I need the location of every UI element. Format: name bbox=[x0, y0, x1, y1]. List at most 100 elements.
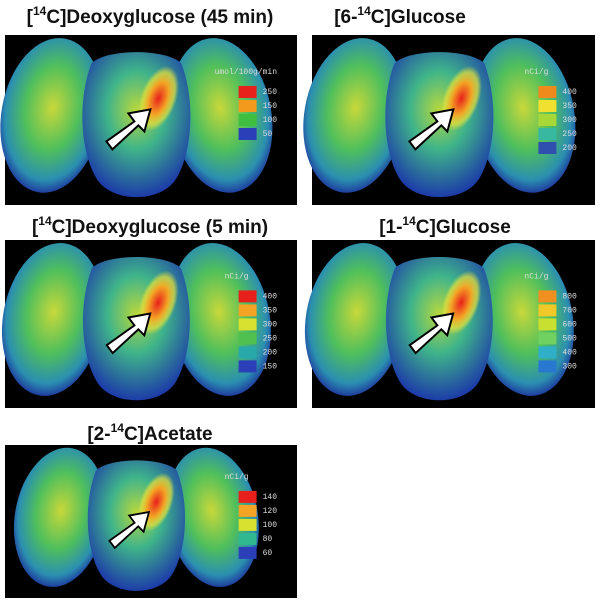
arrow bbox=[407, 108, 455, 151]
title-rest: C]Acetate bbox=[124, 424, 213, 445]
panel-title: [1-14C]Glucose bbox=[379, 214, 511, 238]
title-isotope: 14 bbox=[33, 4, 47, 18]
scale-swatch bbox=[538, 360, 557, 373]
left-lobe bbox=[303, 38, 406, 193]
title-isotope: 14 bbox=[357, 4, 371, 18]
right-lobe bbox=[166, 447, 259, 587]
scale-swatch bbox=[538, 142, 557, 154]
scale-swatch bbox=[238, 318, 257, 331]
panel-title: [14C]Deoxyglucose (45 min) bbox=[27, 4, 274, 28]
scale-label: 250 bbox=[562, 130, 577, 139]
left-lobe bbox=[1, 243, 103, 396]
panel: [6-14C]Glucose nCi/g 400 350 300 250 200 bbox=[303, 4, 595, 205]
scale-unit: nCi/g bbox=[225, 272, 249, 281]
scale-swatch bbox=[238, 346, 257, 359]
scale-swatch bbox=[538, 128, 557, 140]
scale-label: 250 bbox=[263, 88, 278, 97]
scale-label: 150 bbox=[263, 102, 278, 111]
scale-swatch bbox=[238, 114, 257, 126]
scale-label: 300 bbox=[562, 363, 577, 372]
scale-swatch bbox=[538, 346, 557, 359]
scale-label: 150 bbox=[263, 363, 278, 372]
scale-label: 700 bbox=[562, 307, 577, 316]
title-prefix: [2- bbox=[87, 424, 110, 445]
scale-label: 400 bbox=[562, 349, 577, 358]
arrow bbox=[408, 312, 455, 355]
title-prefix: [1- bbox=[379, 217, 402, 238]
scale-swatch bbox=[238, 86, 257, 98]
scale-unit: nCi/g bbox=[524, 68, 548, 77]
scale-swatch bbox=[238, 490, 257, 503]
panel: [14C]Deoxyglucose (5 min) nCi/g 400 350 300 2… bbox=[1, 214, 297, 408]
right-lobe bbox=[473, 38, 576, 193]
arrow bbox=[108, 510, 151, 550]
title-prefix: [6- bbox=[334, 7, 357, 28]
scale-swatch bbox=[238, 304, 257, 317]
title-prefix: [ bbox=[32, 217, 39, 238]
scale-label: 100 bbox=[263, 521, 278, 530]
scale-unit: nCi/g bbox=[524, 272, 548, 281]
scale-swatch bbox=[538, 100, 557, 112]
scale-unit: nCi/g bbox=[225, 473, 249, 482]
scale-label: 600 bbox=[562, 321, 577, 330]
scale-label: 300 bbox=[562, 116, 577, 125]
scale-label: 400 bbox=[263, 293, 278, 302]
scale-swatch bbox=[538, 318, 557, 331]
panel-title: [14C]Deoxyglucose (5 min) bbox=[32, 214, 268, 238]
scale-label: 250 bbox=[263, 335, 278, 344]
panel: [14C]Deoxyglucose (45 min) umol/100g/min 2… bbox=[0, 4, 297, 205]
brain-section bbox=[13, 447, 259, 591]
scale-label: 500 bbox=[562, 335, 577, 344]
left-lobe bbox=[0, 38, 103, 193]
panel-title: [6-14C]Glucose bbox=[334, 4, 466, 28]
scale-label: 200 bbox=[263, 349, 278, 358]
scale-swatch bbox=[238, 290, 257, 303]
arrow bbox=[105, 312, 152, 355]
scale-swatch bbox=[238, 518, 257, 531]
scale-label: 80 bbox=[263, 535, 273, 544]
scale-label: 60 bbox=[263, 549, 273, 558]
scale-swatch bbox=[238, 532, 257, 545]
scale-swatch bbox=[238, 504, 257, 517]
title-isotope: 14 bbox=[38, 214, 52, 228]
scale-label: 200 bbox=[562, 144, 577, 153]
title-rest: C]Glucose bbox=[416, 217, 511, 238]
brain-section bbox=[0, 38, 273, 198]
left-lobe bbox=[13, 447, 106, 587]
scale-swatch bbox=[238, 332, 257, 345]
scale-label: 140 bbox=[263, 493, 278, 502]
scale-label: 50 bbox=[263, 130, 273, 139]
scale-unit: umol/100g/min bbox=[215, 68, 278, 77]
scale-label: 300 bbox=[263, 321, 278, 330]
title-isotope: 14 bbox=[402, 214, 416, 228]
panel: [1-14C]Glucose nCi/g 800 700 600 500 400 300 bbox=[304, 214, 595, 408]
brain-section bbox=[304, 243, 574, 401]
scale-label: 350 bbox=[562, 102, 577, 111]
scale-swatch bbox=[238, 360, 257, 373]
scale-swatch bbox=[538, 332, 557, 345]
title-prefix: [ bbox=[27, 7, 34, 28]
title-rest: C]Deoxyglucose (45 min) bbox=[46, 7, 273, 28]
left-lobe bbox=[304, 243, 406, 396]
brain-section bbox=[303, 38, 576, 198]
panel-title: [2-14C]Acetate bbox=[87, 421, 212, 445]
scale-label: 350 bbox=[263, 307, 278, 316]
title-rest: C]Glucose bbox=[371, 7, 466, 28]
scale-swatch bbox=[238, 546, 257, 559]
scale-swatch bbox=[238, 100, 257, 112]
scale-swatch bbox=[238, 128, 257, 140]
scale-swatch bbox=[538, 114, 557, 126]
arrow bbox=[104, 108, 152, 151]
title-rest: C]Deoxyglucose (5 min) bbox=[52, 217, 268, 238]
panel: [2-14C]Acetate nCi/g 140 120 100 80 60 bbox=[5, 421, 297, 598]
scale-label: 100 bbox=[263, 116, 278, 125]
scale-label: 800 bbox=[562, 293, 577, 302]
scale-label: 400 bbox=[562, 88, 577, 97]
scale-swatch bbox=[538, 290, 557, 303]
scale-swatch bbox=[538, 304, 557, 317]
scale-swatch bbox=[538, 86, 557, 98]
title-isotope: 14 bbox=[111, 421, 125, 435]
right-lobe bbox=[170, 38, 273, 193]
scale-label: 120 bbox=[263, 507, 278, 516]
